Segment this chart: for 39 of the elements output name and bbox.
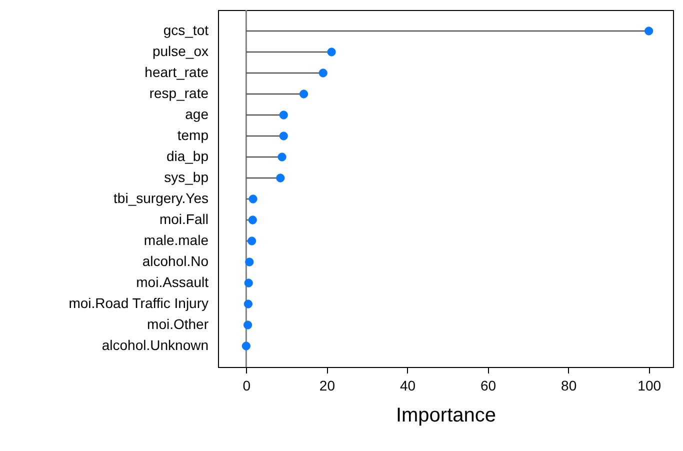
y-tick-label: age <box>185 106 209 122</box>
point <box>247 236 256 246</box>
x-tick-label: 100 <box>638 378 662 394</box>
y-tick-label: gcs_tot <box>163 22 209 38</box>
point <box>244 278 253 288</box>
y-tick-label: dia_bp <box>166 148 209 164</box>
point <box>299 90 308 98</box>
point <box>276 174 285 182</box>
x-tick-label: 80 <box>561 378 577 394</box>
y-tick-label: moi.Road Traffic Injury <box>68 295 208 311</box>
y-tick-label: alcohol.No <box>142 253 209 269</box>
y-tick-label: resp_rate <box>149 85 209 101</box>
y-tick-label: heart_rate <box>144 64 209 80</box>
point <box>327 48 336 56</box>
point <box>242 342 251 350</box>
point <box>244 300 253 308</box>
y-tick-label: alcohol.Unknown <box>102 337 208 353</box>
y-tick-label: moi.Other <box>147 316 209 332</box>
y-tick-label: male.male <box>144 232 209 248</box>
y-tick-label: pulse_ox <box>152 43 208 59</box>
y-tick-label: tbi_surgery.Yes <box>114 190 208 206</box>
x-axis-title: Importance <box>396 404 496 426</box>
point <box>245 258 254 266</box>
x-tick-label: 20 <box>319 378 336 394</box>
point <box>278 152 286 162</box>
y-tick-label: moi.Assault <box>136 274 209 290</box>
y-tick-label: moi.Fall <box>159 211 208 227</box>
x-tick-label: 40 <box>400 378 416 394</box>
point <box>279 110 288 120</box>
point <box>279 132 288 140</box>
x-tick-label: 60 <box>480 378 496 394</box>
point <box>243 320 252 330</box>
point <box>248 194 258 204</box>
point <box>644 26 654 36</box>
point <box>248 216 257 224</box>
x-tick-label: 0 <box>242 378 251 394</box>
y-tick-label: temp <box>177 127 209 143</box>
y-tick-label: sys_bp <box>164 169 209 185</box>
point <box>318 68 328 78</box>
